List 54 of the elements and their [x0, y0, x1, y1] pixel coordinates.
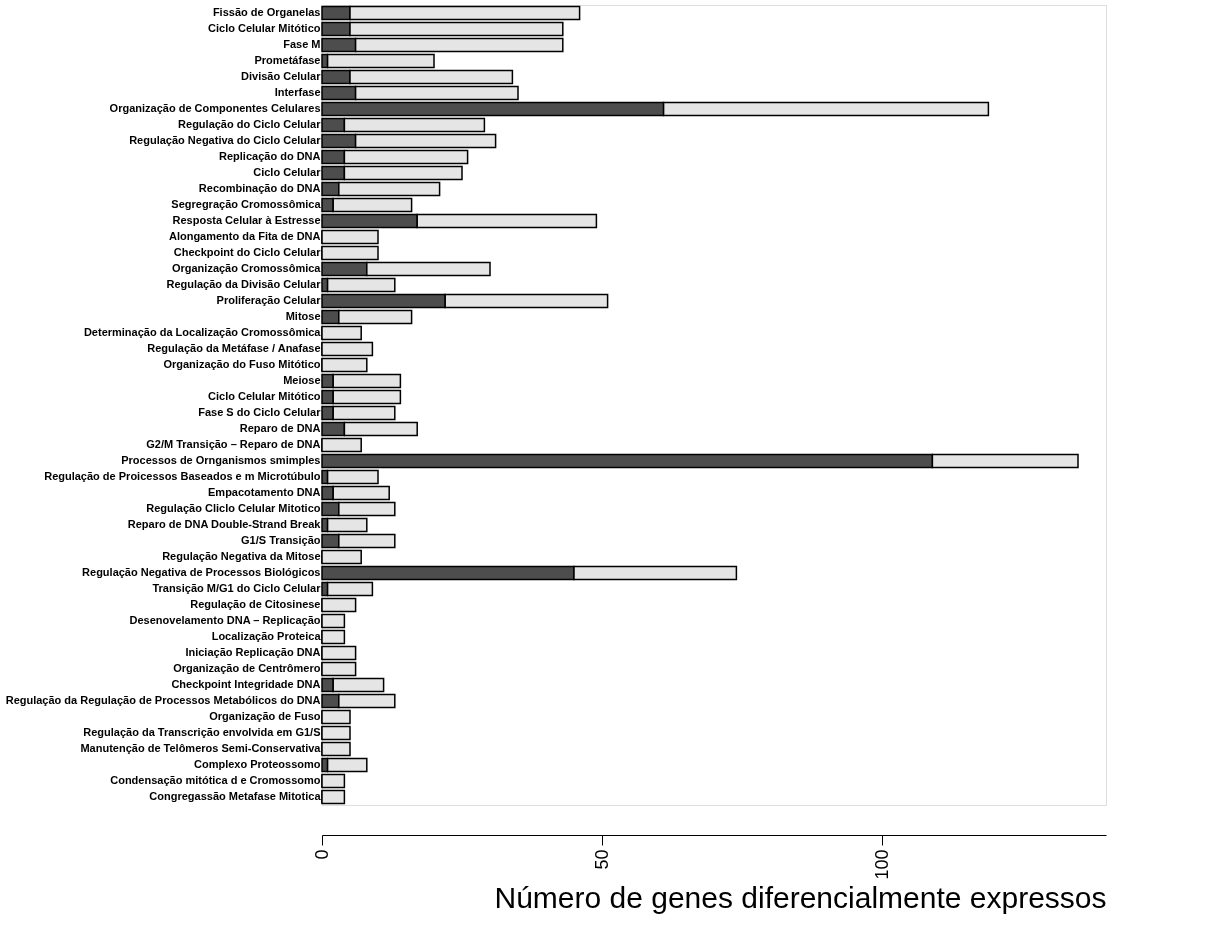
y-tick-label: Reparo de DNA Double-Strand Break — [127, 518, 322, 530]
y-tick-label: Regulação de Citosinese — [190, 598, 321, 610]
y-tick-label: Iniciação Replicação DNA — [185, 646, 321, 658]
y-tick-label: Regulação Negativa de Processos Biológicos — [82, 566, 321, 578]
y-tick-label: Regulação de Proicessos Baseados e m Microtúbulo — [44, 470, 321, 482]
y-tick-label: Interfase — [274, 86, 321, 98]
y-tick-label: Organização Cromossômica — [171, 262, 322, 274]
y-tick-label: Processos de Ornganismos smimples — [121, 454, 321, 466]
y-tick-label: Regulação Negativa do Ciclo Celular — [129, 134, 322, 146]
y-tick-label: Segregração Cromossômica — [171, 198, 322, 210]
y-tick-label: Organização de Fuso — [209, 710, 321, 722]
y-tick-label: Regulação da Regulação de Processos Metabólicos do DNA — [5, 694, 321, 706]
y-tick-label: Mitose — [285, 310, 321, 322]
y-tick-label: Regulação Negativa da Mitose — [162, 550, 321, 562]
y-tick-label: G1/S Transição — [241, 534, 321, 546]
y-tick-label: Localização Proteica — [211, 630, 322, 642]
y-tick-label: Checkpoint do Ciclo Celular — [173, 246, 322, 258]
y-tick-label: Manutenção de Telômeros Semi-Conservativa — [80, 742, 322, 754]
y-tick-label: Divisão Celular — [241, 70, 322, 82]
y-tick-label: Fase M — [283, 38, 321, 50]
y-tick-label: Reparo de DNA — [239, 422, 321, 434]
y-tick-label: Regulação da Divisão Celular — [166, 278, 322, 290]
y-tick-label: Condensação mitótica d e Cromossomo — [110, 774, 321, 786]
y-tick-label: Checkpoint Integridade DNA — [171, 678, 321, 690]
y-tick-label: Proliferação Celular — [216, 294, 322, 306]
x-tick-label: 0 — [311, 849, 332, 860]
y-tick-label: Organização do Fuso Mitótico — [163, 358, 321, 370]
y-tick-label: Ciclo Celular Mitótico — [208, 22, 321, 34]
y-tick-label: Transição M/G1 do Ciclo Celular — [152, 582, 322, 594]
y-tick-label: Prometáfase — [254, 54, 321, 66]
x-tick-label: 50 — [591, 849, 612, 870]
y-tick-label: Fase S do Ciclo Celular — [198, 406, 322, 418]
y-tick-label: Recombinação do DNA — [198, 182, 321, 194]
y-tick-label: Empacotamento DNA — [208, 486, 321, 498]
y-tick-label: Determinação da Localização Cromossômica — [83, 326, 322, 338]
y-tick-label: Organização de Componentes Celulares — [109, 102, 321, 114]
y-tick-label: Congregassão Metafase Mitotica — [149, 790, 322, 802]
x-tick-label: 100 — [871, 849, 892, 880]
y-tick-label: G2/M Transição – Reparo de DNA — [146, 438, 321, 450]
y-tick-label: Desenovelamento DNA – Replicação — [129, 614, 321, 626]
y-tick-label: Fissão de Organelas — [212, 6, 321, 18]
y-tick-label: Alongamento da Fita de DNA — [168, 230, 321, 242]
y-tick-label: Ciclo Celular — [253, 166, 322, 178]
y-tick-label: Organização de Centrômero — [173, 662, 321, 674]
y-tick-label: Resposta Celular à Estresse — [172, 214, 321, 226]
y-tick-label: Regulação Cliclo Celular Mitotico — [146, 502, 321, 514]
y-tick-label: Meiose — [283, 374, 321, 386]
y-tick-label: Replicação do DNA — [219, 150, 321, 162]
y-tick-label: Regulação do Ciclo Celular — [178, 118, 322, 130]
x-axis-title: Número de genes diferencialmente expressos — [494, 880, 1107, 914]
y-tick-label: Regulação da Metáfase / Anafase — [147, 342, 321, 354]
y-tick-label: Regulação da Transcrição envolvida em G1/S — [83, 726, 321, 738]
y-tick-label: Complexo Proteossomo — [193, 758, 321, 770]
y-tick-label: Ciclo Celular Mitótico — [208, 390, 321, 402]
